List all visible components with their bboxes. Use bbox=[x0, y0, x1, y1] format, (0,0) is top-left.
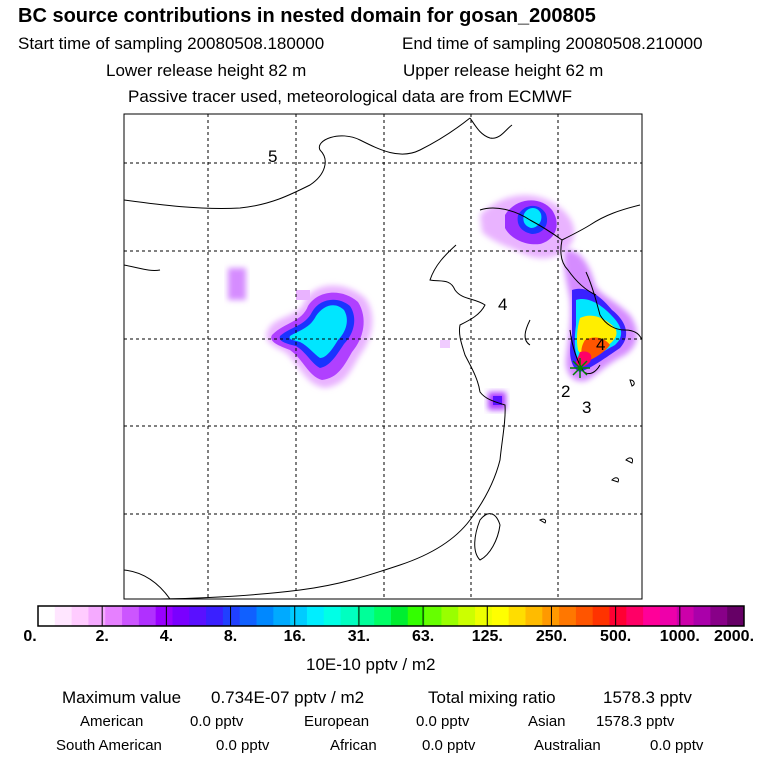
colorbar-cell bbox=[609, 606, 627, 626]
colorbar-cell bbox=[54, 606, 73, 626]
colorbar-cell bbox=[542, 606, 560, 626]
lower-release-height-label: Lower release height 82 m bbox=[106, 61, 307, 80]
receptor-marker-icon bbox=[570, 358, 590, 378]
colorbar-cell bbox=[407, 606, 426, 626]
australian-label: Australian bbox=[534, 737, 601, 754]
max-value-label: Maximum value bbox=[62, 688, 182, 707]
colorbar-frame bbox=[37, 605, 745, 627]
colorbar-cell bbox=[727, 606, 745, 626]
european-value: 0.0 pptv bbox=[416, 713, 470, 730]
colorbar-tick-label: 500. bbox=[600, 628, 632, 645]
colorbar-cell bbox=[206, 606, 224, 626]
total-mixing-value: 1578.3 pptv bbox=[603, 688, 692, 707]
colorbar-cell bbox=[256, 606, 274, 626]
colorbar-cell bbox=[710, 606, 728, 626]
start-time-label: Start time of sampling 20080508.180000 bbox=[18, 34, 325, 53]
colorbar-cell bbox=[626, 606, 644, 626]
colorbar-cell bbox=[239, 606, 258, 626]
colorbar-cell bbox=[306, 606, 325, 626]
colorbar-cell bbox=[172, 606, 190, 626]
colorbar-tick-label: 8. bbox=[223, 628, 238, 645]
map-title: BC source contributions in nested domain… bbox=[18, 5, 596, 27]
map-frame bbox=[123, 113, 643, 600]
south-american-label: South American bbox=[56, 737, 162, 754]
african-label: African bbox=[330, 737, 377, 754]
colorbar-tick-label: 31. bbox=[347, 628, 371, 645]
tracer-plume-west bbox=[228, 268, 450, 388]
end-time-label: End time of sampling 20080508.210000 bbox=[402, 34, 703, 53]
australian-value: 0.0 pptv bbox=[650, 737, 704, 754]
colorbar-cell bbox=[374, 606, 392, 626]
colorbar-cell bbox=[659, 606, 678, 626]
colorbar-cell bbox=[676, 606, 695, 626]
colorbar-tick-label: 4. bbox=[159, 628, 174, 645]
colorbar-cell bbox=[458, 606, 476, 626]
colorbar-cell bbox=[122, 606, 140, 626]
colorbar-cell bbox=[71, 606, 89, 626]
european-label: European bbox=[304, 713, 370, 730]
colorbar-tick-label: 250. bbox=[535, 628, 568, 645]
colorbar-cell bbox=[424, 606, 442, 626]
colorbar-cell bbox=[290, 606, 308, 626]
colorbar-tick-label: 2. bbox=[95, 628, 109, 645]
colorbar-cell bbox=[643, 606, 661, 626]
colorbar-tick-label: 1000. bbox=[659, 628, 700, 645]
colorbar-cell bbox=[38, 606, 56, 626]
tracer-note: Passive tracer used, meteorological data… bbox=[128, 87, 573, 106]
colorbar-tick-label: 63. bbox=[411, 628, 435, 645]
region-label-3: 3 bbox=[582, 398, 591, 417]
colorbar-cell bbox=[575, 606, 594, 626]
colorbar-cell bbox=[441, 606, 459, 626]
colorbar-cell bbox=[559, 606, 577, 626]
colorbar-cell bbox=[525, 606, 543, 626]
colorbar-cell bbox=[391, 606, 409, 626]
colorbar-cell bbox=[592, 606, 611, 626]
colorbar-tick-label: 125. bbox=[471, 628, 503, 645]
region-label-2: 2 bbox=[561, 382, 570, 401]
colorbar-cell bbox=[189, 606, 207, 626]
colorbar-cell bbox=[222, 606, 241, 626]
south-american-value: 0.0 pptv bbox=[216, 737, 270, 754]
upper-release-height-label: Upper release height 62 m bbox=[403, 61, 604, 80]
region-label-5: 5 bbox=[268, 147, 277, 166]
max-value: 0.734E-07 pptv / m2 bbox=[211, 688, 365, 707]
african-value: 0.0 pptv bbox=[422, 737, 476, 754]
colorbar-cell bbox=[138, 606, 157, 626]
colorbar-tick-label: 2000. bbox=[713, 628, 755, 645]
region-label-4a: 4 bbox=[498, 295, 507, 314]
total-mixing-label: Total mixing ratio bbox=[428, 688, 556, 707]
asian-value: 1578.3 pptv bbox=[596, 713, 675, 730]
colorbar-cell bbox=[88, 606, 106, 626]
colorbar-cell bbox=[340, 606, 358, 626]
colorbar-tick-label: 16. bbox=[283, 628, 306, 645]
colorbar-cell bbox=[357, 606, 375, 626]
region-label-4b: 4 bbox=[596, 335, 605, 354]
colorbar-cell bbox=[475, 606, 493, 626]
colorbar-cell bbox=[491, 606, 510, 626]
colorbar-cell bbox=[508, 606, 526, 626]
colorbar-tick-label: 0. bbox=[23, 628, 37, 645]
colorbar-cell bbox=[105, 606, 123, 626]
colorbar-cell bbox=[273, 606, 291, 626]
asian-label: Asian bbox=[528, 713, 566, 730]
colorbar-cell bbox=[693, 606, 711, 626]
coastlines bbox=[124, 117, 642, 599]
colorbar-cell bbox=[155, 606, 173, 626]
american-value: 0.0 pptv bbox=[190, 713, 244, 730]
colorbar-cell bbox=[323, 606, 342, 626]
gridlines bbox=[124, 114, 642, 599]
american-label: American bbox=[80, 713, 144, 730]
colorbar-units: 10E-10 pptv / m2 bbox=[306, 655, 436, 674]
